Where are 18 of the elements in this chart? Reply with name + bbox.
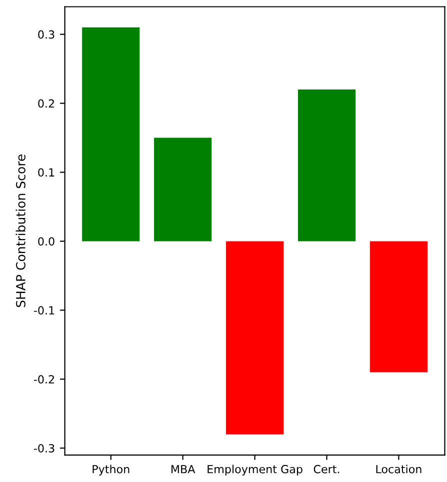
- x-tick-label: MBA: [172, 465, 196, 474]
- bar: [154, 138, 212, 242]
- x-tick-label: Employment Gap: [208, 464, 302, 476]
- bar: [370, 241, 428, 372]
- y-tick-label: -0.3: [34, 444, 54, 452]
- y-axis-title: SHAP Contribution Score: [16, 154, 26, 308]
- x-tick-label: Location: [376, 464, 422, 474]
- x-tick-label: Cert.: [314, 464, 340, 474]
- y-tick-label: -0.1: [34, 306, 54, 315]
- y-tick-label: -0.2: [34, 375, 54, 384]
- x-tick-label: Python: [92, 464, 130, 476]
- y-tick-label: 0.2: [38, 99, 54, 108]
- bar: [226, 241, 284, 434]
- y-tick-label: 0.3: [38, 30, 54, 39]
- y-tick-label: 0.0: [38, 237, 54, 246]
- y-tick-label: 0.1: [38, 168, 54, 177]
- bar: [298, 90, 356, 242]
- bar: [82, 27, 140, 242]
